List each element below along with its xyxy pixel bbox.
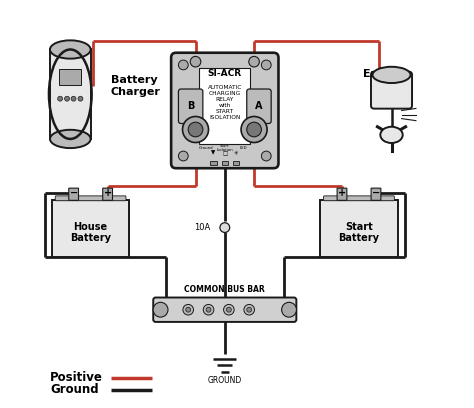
Text: +: + (338, 188, 346, 198)
Text: ✳: ✳ (234, 151, 238, 156)
Text: COMMON BUS BAR: COMMON BUS BAR (184, 285, 265, 294)
FancyBboxPatch shape (103, 188, 112, 200)
FancyBboxPatch shape (200, 68, 250, 144)
Ellipse shape (50, 130, 91, 148)
Circle shape (261, 60, 271, 70)
Text: LED: LED (239, 146, 247, 150)
Text: A: A (255, 101, 263, 111)
Ellipse shape (50, 40, 91, 59)
Text: Start
Isolation: Start Isolation (217, 144, 233, 152)
Circle shape (220, 223, 230, 233)
Text: 10A: 10A (194, 223, 210, 232)
Circle shape (190, 56, 201, 67)
Text: ▼: ▼ (211, 151, 216, 156)
Circle shape (188, 122, 203, 137)
Circle shape (206, 307, 211, 312)
Circle shape (182, 117, 209, 142)
Text: Ground: Ground (50, 384, 99, 396)
Circle shape (203, 304, 214, 315)
FancyBboxPatch shape (320, 200, 398, 257)
Text: −: − (372, 188, 380, 198)
FancyBboxPatch shape (371, 188, 381, 200)
FancyBboxPatch shape (171, 53, 278, 168)
Circle shape (71, 96, 76, 101)
Ellipse shape (373, 67, 410, 83)
Text: AUTOMATIC
CHARGING
RELAY
with
START
ISOLATION: AUTOMATIC CHARGING RELAY with START ISOL… (208, 84, 242, 120)
Ellipse shape (380, 127, 403, 143)
Text: +: + (103, 188, 112, 198)
Circle shape (186, 307, 191, 312)
Circle shape (247, 307, 252, 312)
Circle shape (282, 302, 296, 317)
Text: SI-ACR: SI-ACR (208, 69, 242, 78)
Circle shape (153, 302, 168, 317)
Circle shape (183, 304, 193, 315)
Text: GROUND: GROUND (208, 376, 242, 386)
FancyBboxPatch shape (371, 72, 412, 109)
Text: Engine: Engine (363, 69, 406, 79)
Text: House
Battery: House Battery (70, 222, 111, 243)
FancyBboxPatch shape (221, 161, 228, 165)
Text: Ground: Ground (199, 146, 214, 150)
Text: Positive: Positive (50, 371, 103, 384)
FancyBboxPatch shape (59, 69, 82, 85)
Circle shape (249, 56, 259, 67)
Text: −: − (70, 188, 78, 198)
Circle shape (178, 151, 188, 161)
FancyBboxPatch shape (50, 49, 91, 139)
FancyBboxPatch shape (153, 297, 296, 322)
Circle shape (64, 96, 70, 101)
Circle shape (247, 122, 261, 137)
Circle shape (227, 307, 231, 312)
FancyBboxPatch shape (52, 200, 129, 257)
FancyBboxPatch shape (55, 196, 126, 201)
FancyBboxPatch shape (233, 161, 239, 165)
FancyBboxPatch shape (69, 188, 79, 200)
FancyBboxPatch shape (324, 196, 394, 201)
Text: Start
Battery: Start Battery (338, 222, 380, 243)
Circle shape (244, 304, 255, 315)
FancyBboxPatch shape (337, 188, 347, 200)
FancyBboxPatch shape (178, 89, 203, 124)
Circle shape (224, 304, 234, 315)
Text: Battery
Charger: Battery Charger (111, 75, 161, 97)
Circle shape (241, 117, 267, 142)
Circle shape (178, 60, 188, 70)
Text: □: □ (222, 151, 228, 156)
Circle shape (58, 96, 63, 101)
Text: B: B (187, 101, 194, 111)
FancyBboxPatch shape (210, 161, 217, 165)
Circle shape (261, 151, 271, 161)
FancyBboxPatch shape (247, 89, 271, 124)
Circle shape (78, 96, 83, 101)
